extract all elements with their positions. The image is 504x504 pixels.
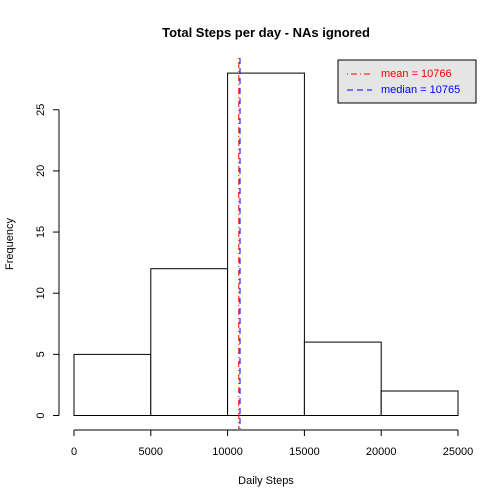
histogram-bar <box>150 268 229 417</box>
y-tick-label: 25 <box>35 104 47 116</box>
y-tick-label: 0 <box>35 412 47 418</box>
x-tick-label: 15000 <box>289 446 320 458</box>
chart-title: Total Steps per day - NAs ignored <box>162 25 370 40</box>
legend-entry-label: median = 10765 <box>381 84 460 96</box>
x-tick-label: 10000 <box>212 446 243 458</box>
histogram-bar <box>303 341 382 417</box>
y-tick-label: 5 <box>35 351 47 357</box>
legend: mean = 10766 median = 10765 <box>337 59 477 104</box>
y-axis: 0 5 10 15 20 25 <box>35 104 60 419</box>
histogram-bar <box>73 353 152 416</box>
x-axis: 0 5000 10000 15000 20000 25000 <box>71 429 474 458</box>
legend-box <box>337 59 477 104</box>
legend-entry-label: mean = 10766 <box>381 68 452 80</box>
histogram-bar <box>380 390 459 416</box>
x-tick-label: 25000 <box>443 446 474 458</box>
bars-group <box>73 72 459 417</box>
x-axis-label: Daily Steps <box>238 475 294 487</box>
x-tick-label: 5000 <box>139 446 163 458</box>
x-tick-label: 0 <box>71 446 77 458</box>
y-tick-label: 10 <box>35 287 47 299</box>
x-tick-label: 20000 <box>366 446 397 458</box>
y-tick-label: 20 <box>35 165 47 177</box>
reference-lines-group <box>238 58 241 429</box>
y-tick-label: 15 <box>35 226 47 238</box>
y-axis-label: Frequency <box>4 218 16 270</box>
